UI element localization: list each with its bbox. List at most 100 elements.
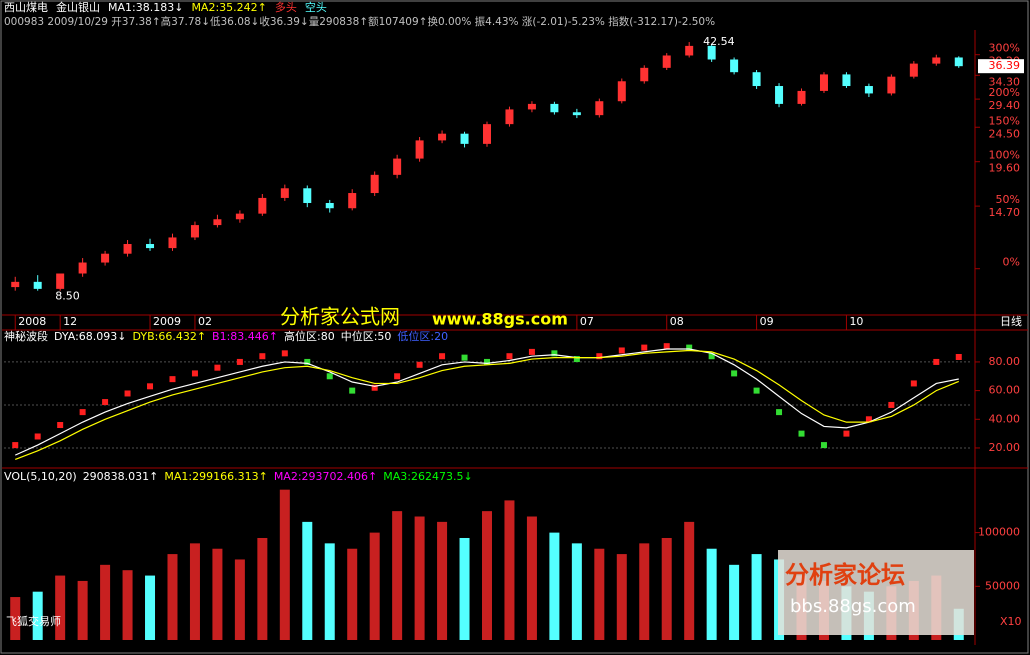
panel-title: MA1:299166.313↑ [164, 470, 267, 483]
candle-body [483, 124, 491, 144]
candle-body [707, 45, 716, 60]
last-price: 36.39 [989, 59, 1021, 72]
candle-body [348, 193, 357, 209]
candle-body [617, 81, 626, 102]
b1-dot [955, 353, 962, 360]
candle-body [190, 225, 199, 238]
volume-bar [32, 591, 43, 640]
b1-dot [865, 416, 872, 423]
volume-bar [347, 548, 358, 640]
pct-tick-label: 100% [989, 149, 1020, 162]
volume-bar [482, 511, 492, 640]
watermark-site: 分析家公式网 [280, 305, 400, 329]
b1-dot [102, 399, 109, 406]
volume-bar [459, 537, 470, 640]
panel-title: MA3:262473.5↓ [383, 470, 472, 483]
volume-bar [145, 575, 156, 640]
b1-dot [371, 384, 378, 391]
volume-bar [302, 521, 313, 640]
volume-bar [684, 521, 695, 640]
candle-body [752, 72, 761, 87]
forum-url: bbs.88gs.com [790, 596, 916, 617]
candle-body [954, 57, 963, 67]
candle-body [640, 67, 649, 82]
b1-dot [843, 430, 850, 437]
candle-body [819, 74, 828, 91]
x-tick-label: 2009 [153, 315, 181, 328]
b1-dot [236, 358, 243, 365]
candle-body [56, 273, 65, 289]
candle-body [303, 188, 312, 203]
volume-bar [279, 489, 290, 640]
y-tick-label: 50000 [985, 579, 1020, 592]
y-tick-label: 100000 [978, 526, 1020, 539]
indicator-line [14, 348, 959, 456]
b1-dot [191, 370, 198, 377]
b1-dot [641, 344, 648, 351]
b1-dot [259, 353, 266, 360]
panel-title: DYB:66.432↑ [132, 330, 206, 343]
b1-dot [776, 409, 783, 416]
pct-tick-label: 200% [989, 86, 1020, 99]
low-annotation: 8.50 [55, 290, 80, 303]
candle-body [213, 219, 222, 226]
panel-title: 神秘波段 [4, 329, 48, 343]
volume-bar [504, 500, 515, 640]
candle-body [864, 86, 873, 94]
x-tick-label: 08 [670, 315, 684, 328]
volume-bar [414, 516, 425, 640]
candle-body [123, 244, 132, 254]
candle-body [572, 112, 581, 116]
candle-body [662, 55, 671, 68]
b1-dot [57, 422, 64, 429]
b1-dot [326, 373, 333, 380]
volume-bar [55, 575, 66, 640]
x-tick-label: 07 [580, 315, 594, 328]
y-tick-label: 80.00 [989, 355, 1021, 368]
candle-body [33, 281, 42, 289]
b1-dot [663, 343, 670, 350]
y-tick-label: 60.00 [989, 384, 1021, 397]
candle-body [730, 59, 739, 73]
volume-bar [212, 548, 223, 640]
indicator-line [15, 349, 959, 460]
volume-bar [616, 554, 627, 640]
high-annotation: 42.54 [703, 35, 735, 48]
candle-body [460, 133, 469, 144]
b1-dot [147, 383, 154, 390]
volume-bar [526, 516, 537, 640]
multiplier: X10 [1000, 615, 1022, 628]
volume-bar [751, 554, 762, 640]
forum-logo [778, 550, 974, 635]
candle-body [887, 76, 896, 94]
header-item: 多头 [275, 0, 297, 14]
b1-dot [416, 361, 423, 368]
b1-dot [910, 380, 917, 387]
candle-body [595, 101, 604, 116]
candle-body [527, 103, 536, 110]
header-item: MA1:38.183↓ [108, 1, 183, 14]
panel-title: 290838.031↑ [83, 470, 159, 483]
pct-tick-label: 50% [996, 193, 1020, 206]
y-tick-label: 24.50 [989, 127, 1021, 140]
quote-line: 000983 2009/10/29 开37.38↑高37.78↓低36.08↓收… [4, 15, 715, 28]
candle-body [78, 262, 87, 274]
volume-bar [392, 511, 403, 640]
candle-body [370, 174, 379, 194]
volume-bar [10, 597, 21, 640]
b1-dot [888, 401, 895, 408]
candle-body [258, 197, 267, 214]
candle-body [932, 57, 941, 64]
b1-dot [731, 370, 738, 377]
b1-dot [34, 433, 41, 440]
candle-body [393, 158, 402, 175]
header-item: MA2:35.242↑ [191, 1, 266, 14]
panel-title: VOL(5,10,20) [4, 470, 77, 483]
volume-bar [77, 580, 88, 640]
y-tick-label: 34.30 [989, 75, 1021, 88]
b1-dot [169, 376, 176, 383]
last-price-box [978, 59, 1024, 74]
b1-dot [708, 353, 715, 360]
